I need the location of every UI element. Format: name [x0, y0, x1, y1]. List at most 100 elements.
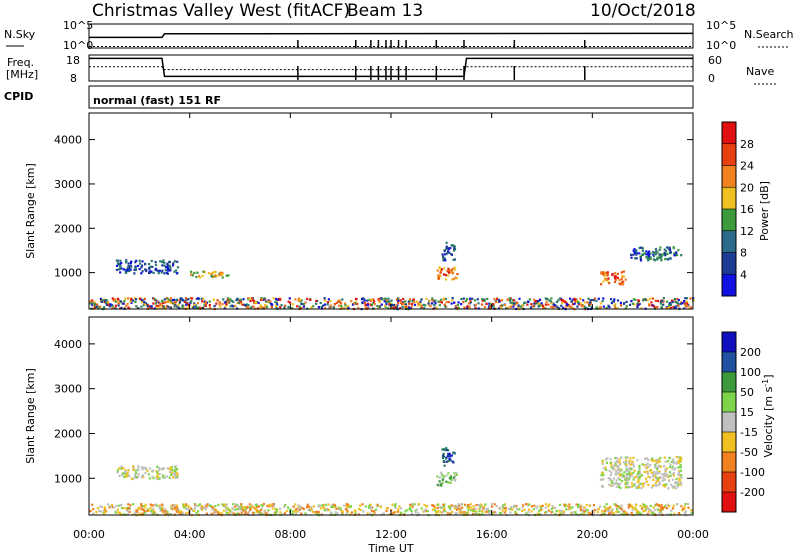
range-cell — [119, 271, 122, 274]
range-cell — [117, 302, 120, 305]
range-cell — [514, 512, 517, 516]
range-cell — [192, 509, 196, 512]
range-cell — [275, 304, 278, 308]
range-cell — [644, 457, 647, 460]
range-cell — [364, 505, 367, 508]
range-cell — [467, 506, 470, 510]
range-cell — [607, 304, 610, 307]
range-cell — [417, 302, 420, 305]
range-cell — [647, 465, 650, 468]
range-cell — [618, 282, 621, 285]
range-cell — [444, 274, 448, 277]
range-cell — [329, 304, 332, 307]
range-cell — [671, 478, 675, 481]
range-cell — [530, 510, 533, 513]
range-cell — [116, 471, 119, 474]
range-cell — [225, 503, 229, 506]
range-cell — [437, 503, 440, 506]
range-cell — [614, 461, 617, 464]
range-cell — [116, 508, 119, 511]
range-cell — [439, 483, 442, 486]
range-cell — [371, 506, 374, 509]
range-cell — [658, 512, 661, 515]
range-cell — [533, 302, 536, 305]
range-cell — [98, 305, 102, 309]
range-cell — [495, 505, 498, 508]
range-cell — [517, 304, 520, 307]
range-cell — [561, 302, 564, 305]
range-cell — [150, 511, 153, 514]
range-cell — [462, 300, 465, 304]
range-cell — [450, 244, 453, 247]
range-cell — [137, 469, 140, 472]
range-cell — [466, 504, 470, 507]
range-cell — [681, 302, 684, 305]
range-cell — [488, 305, 491, 308]
range-cell — [493, 511, 496, 514]
range-cell — [236, 301, 239, 305]
range-cell — [527, 300, 530, 303]
range-cell — [641, 247, 644, 250]
range-cell — [322, 304, 325, 307]
range-cell — [223, 307, 226, 310]
x-tick-label: 16:00 — [476, 528, 508, 541]
range-cell — [558, 509, 561, 512]
range-cell — [619, 456, 623, 459]
range-cell — [650, 471, 653, 474]
range-cell — [205, 303, 208, 306]
range-cell — [625, 469, 628, 472]
range-cell — [173, 298, 176, 301]
range-cell — [279, 306, 282, 309]
range-cell — [144, 268, 147, 271]
range-cell — [423, 509, 426, 512]
range-cell — [563, 505, 566, 508]
range-cell — [625, 300, 628, 303]
range-cell — [141, 298, 144, 302]
range-cell — [652, 459, 655, 463]
range-cell — [534, 300, 537, 303]
range-cell — [234, 305, 237, 308]
range-cell — [188, 303, 191, 307]
range-cell — [625, 305, 628, 308]
range-cell — [231, 511, 234, 514]
range-cell — [612, 512, 615, 515]
range-cell — [139, 297, 142, 300]
range-cell — [443, 257, 446, 260]
range-cell — [217, 512, 220, 515]
range-cell — [357, 513, 360, 516]
range-cell — [142, 505, 145, 508]
range-cell — [115, 504, 118, 507]
range-cell — [190, 270, 193, 273]
range-cell — [486, 507, 489, 510]
range-cell — [611, 482, 614, 485]
range-cell — [489, 305, 492, 308]
range-cell — [247, 298, 250, 301]
range-cell — [99, 505, 102, 508]
colorbar-swatch — [722, 122, 736, 145]
range-cell — [671, 473, 674, 476]
range-cell — [464, 299, 468, 302]
range-cell — [297, 504, 300, 507]
range-cell — [588, 304, 591, 307]
range-cell — [613, 477, 616, 480]
range-cell — [175, 509, 178, 512]
range-cell — [166, 510, 169, 513]
range-cell — [665, 300, 669, 303]
range-cell — [579, 302, 582, 305]
range-cell — [599, 505, 602, 508]
range-cell — [378, 301, 381, 304]
range-cell — [565, 304, 568, 308]
range-cell — [642, 482, 645, 485]
range-cell — [385, 298, 388, 301]
range-cell — [124, 474, 127, 477]
range-cell — [146, 508, 149, 511]
range-cell — [176, 260, 179, 263]
range-cell — [154, 268, 157, 271]
range-cell — [609, 511, 612, 515]
range-cell — [134, 261, 137, 264]
range-cell — [172, 262, 175, 265]
range-cell — [323, 297, 326, 300]
range-cell — [232, 305, 235, 308]
range-cell — [681, 509, 684, 512]
range-cell — [624, 478, 627, 482]
